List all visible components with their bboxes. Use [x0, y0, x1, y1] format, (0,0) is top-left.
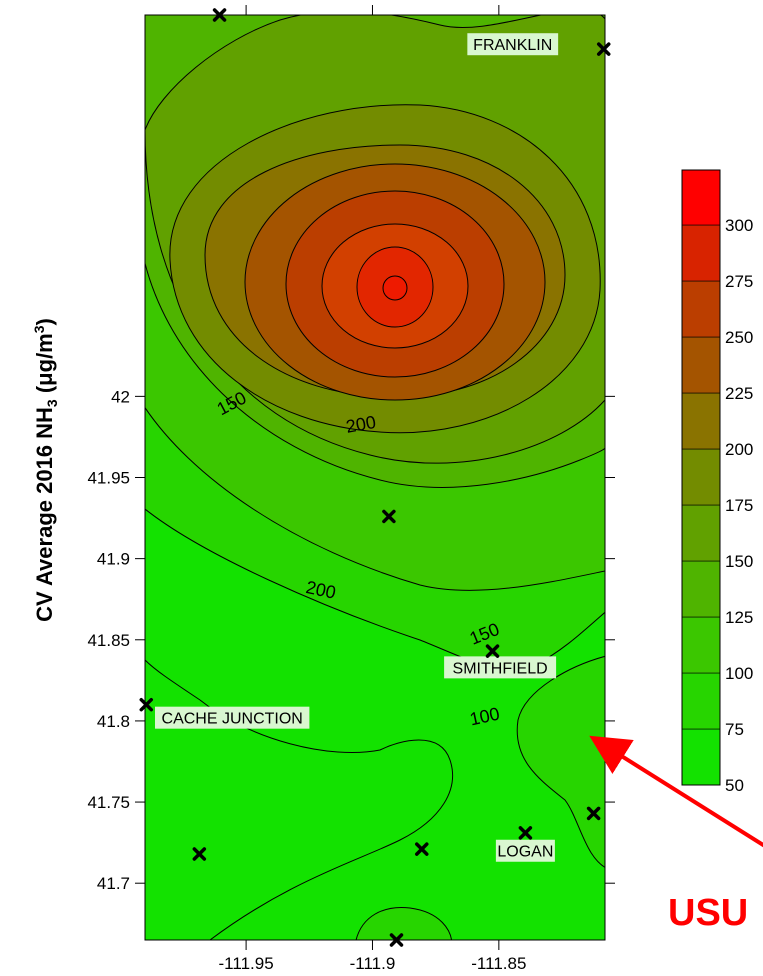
y-tick-label: 41.8 — [97, 712, 130, 731]
x-tick-label: -111.95 — [219, 954, 274, 973]
station-marker — [139, 697, 154, 712]
colorbar-tick-label: 250 — [725, 328, 753, 347]
place-label: LOGAN — [497, 844, 553, 861]
y-axis-title: CV Average 2016 NH3 (μg/m3) — [31, 318, 60, 622]
colorbar-band — [681, 448, 721, 506]
contour-line-lower-left — [145, 659, 454, 940]
place-label-bg — [154, 706, 310, 729]
y-tick-label: 41.75 — [87, 793, 130, 812]
colorbar-band — [681, 672, 721, 730]
annotation-text: USU — [668, 892, 748, 934]
colorbar-frame — [681, 169, 721, 786]
place-label: FRANKLIN — [473, 37, 552, 54]
colorbar-tick-label: 150 — [725, 552, 753, 571]
colorbar-tick-label: 75 — [725, 720, 744, 739]
contour-plot-area — [145, 15, 605, 940]
x-tick-label: -111.9 — [350, 954, 396, 973]
place-label-bg — [495, 839, 555, 862]
colorbar-tick-label: 175 — [725, 496, 753, 515]
place-label: CACHE JUNCTION — [162, 711, 303, 728]
y-tick-label: 41.85 — [87, 631, 130, 650]
y-tick-label: 41.9 — [97, 550, 130, 569]
colorbar-tick-label: 225 — [725, 384, 753, 403]
place-label-bg — [467, 33, 559, 56]
station-marker — [485, 644, 500, 658]
y-tick-label: 41.95 — [87, 469, 130, 488]
colorbar-tick-label: 100 — [725, 664, 753, 683]
annotation-arrow — [589, 735, 763, 848]
colorbar-tick-label: 275 — [725, 272, 753, 291]
colorbar-band — [681, 728, 721, 786]
colorbar-tick-label: 50 — [725, 776, 744, 795]
place-labels: FRANKLIN SMITHFIELD CACHE JUNCTION LOGAN — [154, 33, 559, 862]
colorbar-tick-label: 200 — [725, 440, 753, 459]
y-tick-label: 41.7 — [97, 874, 130, 893]
station-marker — [415, 842, 429, 856]
station-marker — [192, 847, 207, 861]
station-marker — [389, 933, 404, 947]
contour-line-bottom-bump — [355, 906, 453, 940]
y-tick-label: 42 — [111, 387, 130, 406]
colorbar-band — [681, 504, 721, 562]
colorbar-band — [681, 336, 721, 394]
station-marker — [212, 8, 227, 22]
colorbar: 50 75 100 125 150 175 200 225 250 275 300 — [681, 169, 753, 795]
place-label-bg — [444, 656, 557, 679]
station-marker — [586, 806, 601, 821]
y-axis: 42 41.95 41.9 41.85 41.8 41.75 41.7 — [87, 387, 615, 893]
colorbar-band — [681, 392, 721, 450]
station-marker — [382, 509, 396, 524]
place-label: SMITHFIELD — [453, 660, 548, 677]
colorbar-band — [681, 560, 721, 618]
colorbar-tick-label: 125 — [725, 608, 753, 627]
station-marker — [596, 42, 611, 56]
station-markers — [139, 8, 611, 947]
colorbar-band — [681, 280, 721, 338]
contour-band-peak — [382, 275, 408, 301]
colorbar-band — [681, 169, 721, 226]
colorbar-band — [681, 224, 721, 282]
station-marker — [518, 826, 533, 840]
colorbar-band — [681, 616, 721, 674]
colorbar-tick-label: 300 — [725, 216, 753, 235]
x-tick-label: -111.85 — [471, 954, 526, 973]
x-axis: -111.95 -111.9 -111.85 — [219, 5, 526, 973]
